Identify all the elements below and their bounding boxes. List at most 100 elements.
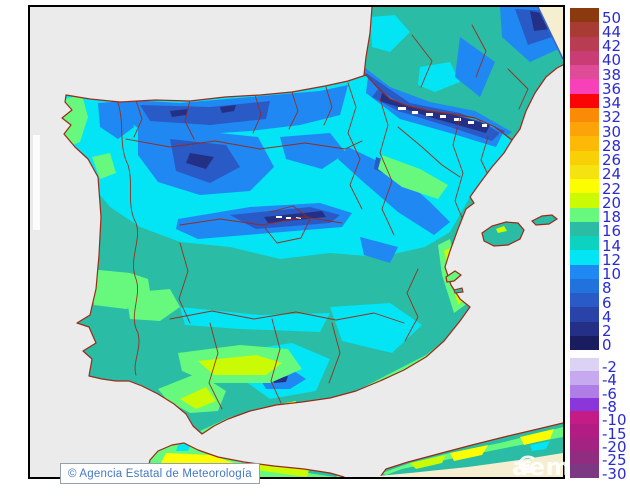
legend-label: 32 <box>602 108 622 127</box>
attribution-text: © Agencia Estatal de Meteorología <box>68 467 252 480</box>
france-mediterranean-coast <box>511 64 563 141</box>
legend-swatch <box>570 150 599 165</box>
france-atlantic-coast <box>363 7 373 76</box>
legend-row: -30 <box>570 464 630 481</box>
legend-swatch <box>570 264 599 279</box>
legend-row: -8 <box>570 397 630 415</box>
legend-row: 2 <box>570 321 630 341</box>
legend-label: 16 <box>602 222 622 241</box>
legend-row: 6 <box>570 293 630 310</box>
legend-label: 30 <box>602 122 622 141</box>
legend-label: 36 <box>602 79 622 98</box>
legend-swatch <box>570 451 599 465</box>
legend-label: -25 <box>602 451 627 470</box>
legend-row: 22 <box>570 179 630 196</box>
legend-row: 28 <box>570 136 630 153</box>
legend-label: 6 <box>602 293 612 312</box>
legend-swatch <box>570 397 599 412</box>
balearic-islands <box>445 214 559 294</box>
legend-swatch <box>570 207 599 222</box>
legend-swatch <box>570 164 599 179</box>
legend-swatch <box>570 122 599 137</box>
legend-label: 40 <box>602 51 622 70</box>
legend-swatch <box>570 79 599 94</box>
algeria-coastline <box>379 422 563 477</box>
no-data-region-bottom <box>368 453 563 477</box>
legend-row: 0 <box>570 335 630 355</box>
legend-swatch <box>570 293 599 308</box>
legend-swatch <box>570 221 599 236</box>
legend-swatch <box>570 179 599 194</box>
legend-swatch <box>570 321 599 336</box>
legend-label: -6 <box>602 384 617 403</box>
legend-row: 26 <box>570 150 630 170</box>
legend-label: 18 <box>602 208 622 227</box>
legend-row: 4 <box>570 307 630 324</box>
province-borders <box>117 82 493 410</box>
legend-label: 10 <box>602 265 622 284</box>
legend-label: 0 <box>602 336 612 355</box>
legend-swatch <box>570 278 599 293</box>
legend-row: -6 <box>570 384 630 401</box>
legend-swatch <box>570 50 599 65</box>
legend-swatch <box>570 384 599 398</box>
legend-label: 12 <box>602 250 622 269</box>
legend-label: 14 <box>602 236 622 255</box>
morocco-coastline <box>145 442 345 477</box>
legend-swatch <box>570 411 599 425</box>
legend-label: -30 <box>602 464 627 483</box>
legend-row: 18 <box>570 207 630 227</box>
legend-label: -8 <box>602 398 617 417</box>
legend-swatch <box>570 136 599 151</box>
legend-label: -2 <box>602 358 617 377</box>
legend-swatch <box>570 424 599 438</box>
legend-swatch <box>570 464 599 478</box>
legend-swatch <box>570 65 599 80</box>
legend-row: 42 <box>570 36 630 56</box>
legend-label: 8 <box>602 279 612 298</box>
legend-label: -15 <box>602 424 627 443</box>
legend-row: 40 <box>570 50 630 70</box>
legend-swatch <box>570 22 599 37</box>
legend-row: 34 <box>570 93 630 113</box>
legend-row: 20 <box>570 193 630 210</box>
legend-label: 44 <box>602 22 622 41</box>
legend-swatch <box>570 93 599 108</box>
map-frame: © Agencia Estatal de Meteorología aemet <box>28 5 599 484</box>
legend-row: -4 <box>570 371 630 388</box>
legend-swatch <box>570 371 599 385</box>
legend-row: -10 <box>570 411 630 428</box>
legend-row: 14 <box>570 236 630 253</box>
legend-row: 10 <box>570 264 630 284</box>
legend-label: -10 <box>602 411 627 430</box>
legend-label: 2 <box>602 322 612 341</box>
legend-swatch <box>570 36 599 51</box>
legend-upper-section: 50 44 42 40 38 36 34 32 30 28 26 <box>570 8 630 355</box>
legend-label: 28 <box>602 136 622 155</box>
legend-row: -20 <box>570 437 630 454</box>
legend-swatch <box>570 335 599 350</box>
legend-label: 24 <box>602 165 622 184</box>
legend-swatch <box>570 107 599 122</box>
legend-label: 38 <box>602 65 622 84</box>
legend-label: 20 <box>602 193 622 212</box>
legend-row: 30 <box>570 122 630 139</box>
legend-label: 34 <box>602 94 622 113</box>
legend-swatch <box>570 250 599 265</box>
france-region <box>364 7 563 140</box>
legend-label: 50 <box>602 8 622 27</box>
legend-label: 26 <box>602 151 622 170</box>
legend-row: 16 <box>570 221 630 241</box>
temperature-map <box>30 7 563 477</box>
legend-row: 12 <box>570 250 630 267</box>
legend-label: 42 <box>602 37 622 56</box>
domain-edge-line <box>537 7 563 60</box>
legend-label: 4 <box>602 307 612 326</box>
attribution-box: © Agencia Estatal de Meteorología <box>60 463 260 484</box>
legend-row: -15 <box>570 424 630 441</box>
legend-swatch <box>570 8 599 23</box>
legend-row: 44 <box>570 22 630 39</box>
legend-row: -25 <box>570 451 630 468</box>
temperature-scale: 50 44 42 40 38 36 34 32 30 28 26 <box>570 8 630 481</box>
